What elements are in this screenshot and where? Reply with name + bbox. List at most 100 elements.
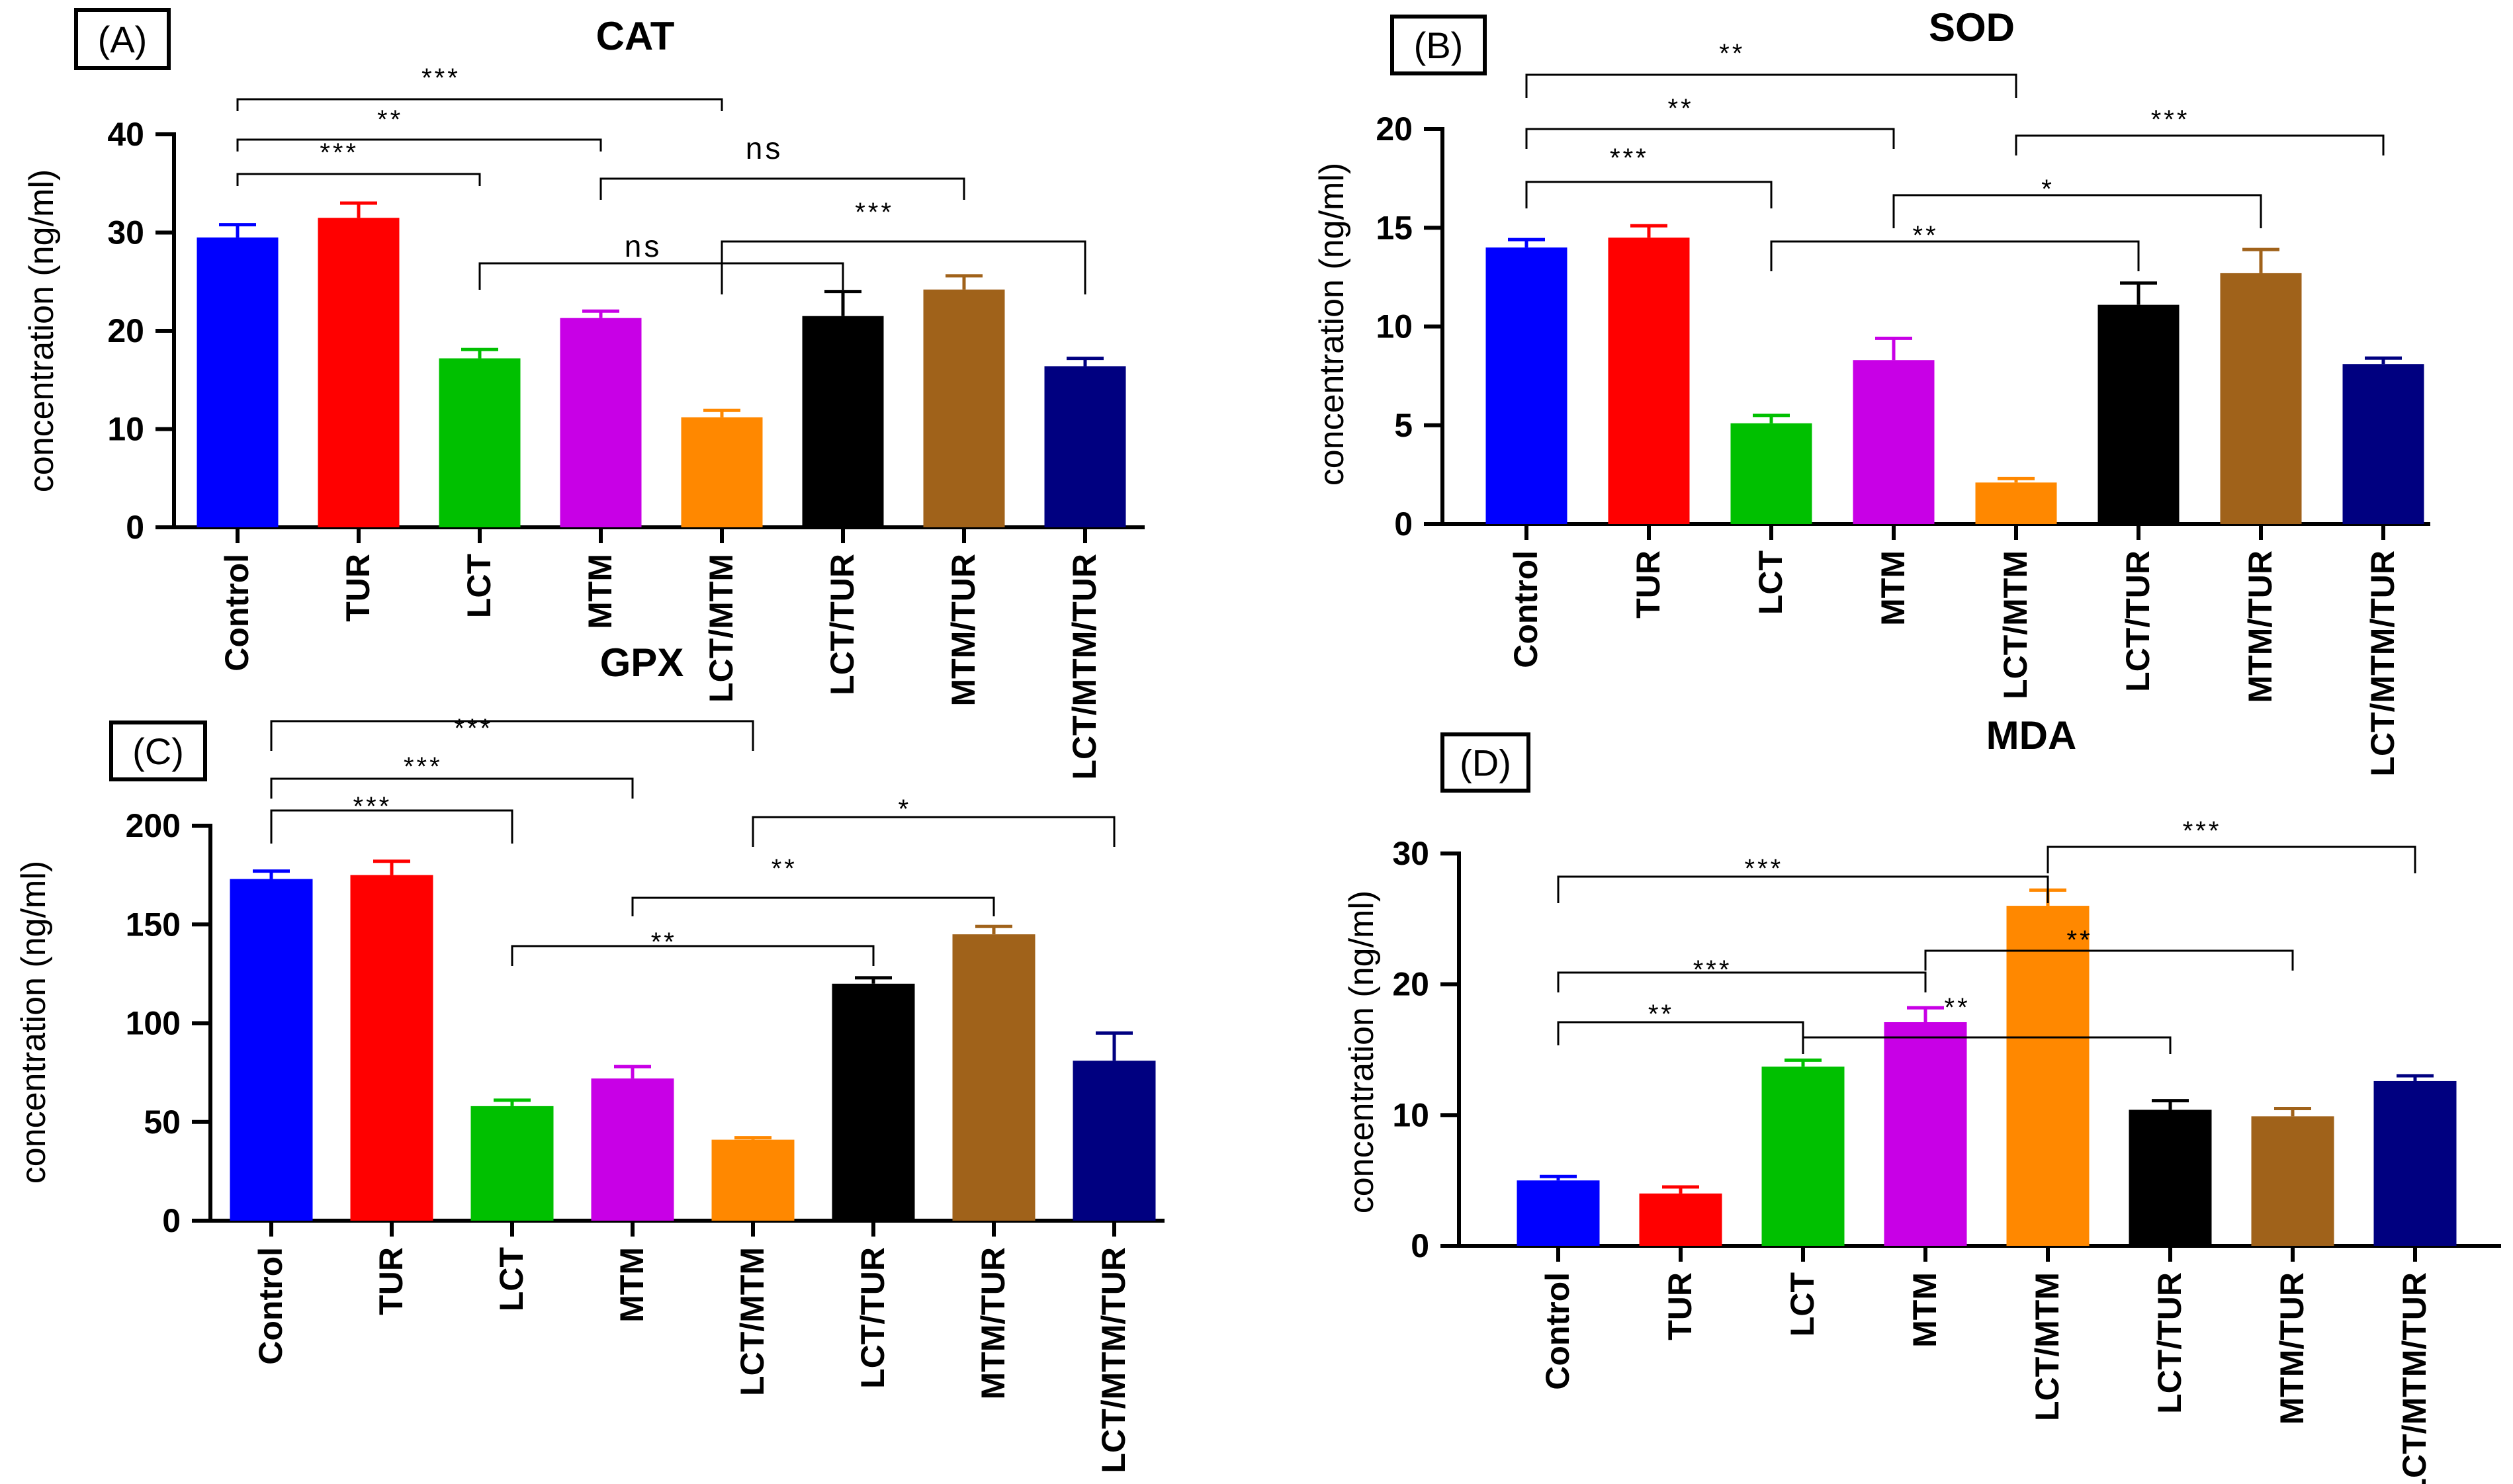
significance-bracket bbox=[1525, 181, 1773, 208]
significance-label: ** bbox=[651, 928, 677, 957]
bar bbox=[802, 316, 884, 527]
significance-label: *** bbox=[2151, 105, 2190, 134]
chart-title: CAT bbox=[596, 14, 675, 58]
bar bbox=[923, 289, 1005, 527]
significance-bracket bbox=[631, 896, 995, 916]
y-tick-label: 10 bbox=[1376, 308, 1413, 345]
bar bbox=[1517, 1180, 1600, 1246]
bar bbox=[1073, 1061, 1156, 1221]
y-tick-label: 10 bbox=[107, 411, 144, 448]
significance-bracket bbox=[2047, 846, 2416, 873]
chart-panel-a: (A) CAT concentration (ng/ml) 0 10 20 30 40 Cont… bbox=[22, 8, 1145, 780]
panel-label-box bbox=[1390, 15, 1487, 75]
x-tick-label: LCT/MTM bbox=[734, 1247, 771, 1396]
bar bbox=[832, 983, 915, 1221]
x-tick-label: MTM/TUR bbox=[945, 554, 982, 707]
significance-label: ns bbox=[746, 131, 783, 165]
x-tick-label: MTM bbox=[1874, 550, 1912, 626]
x-tick-label: TUR bbox=[339, 554, 376, 622]
significance-label: ** bbox=[772, 854, 797, 883]
bar bbox=[2220, 273, 2302, 524]
y-tick-label: 10 bbox=[1392, 1096, 1429, 1133]
x-tick-label: LCT/TUR bbox=[854, 1247, 891, 1389]
bar bbox=[1044, 366, 1126, 527]
significance-bracket bbox=[1924, 949, 2294, 971]
bar bbox=[230, 879, 313, 1221]
significance-label: *** bbox=[454, 714, 493, 743]
x-tick-label: LCT/TUR bbox=[2119, 550, 2156, 692]
chart-title: GPX bbox=[600, 640, 684, 685]
x-tick-label: LCT/MTM/TUR bbox=[2396, 1272, 2433, 1484]
significance-label: ** bbox=[1913, 221, 1939, 250]
y-tick-label: 20 bbox=[1376, 110, 1413, 148]
panel-label: (C) bbox=[132, 730, 184, 772]
bar bbox=[2251, 1116, 2334, 1246]
significance-label: *** bbox=[353, 792, 392, 821]
bar bbox=[2342, 364, 2424, 524]
x-tick-label: TUR bbox=[1630, 550, 1667, 619]
significance-label: ** bbox=[1648, 1000, 1674, 1029]
bar bbox=[681, 417, 763, 527]
bar bbox=[197, 237, 279, 527]
x-tick-label: LCT/MTM/TUR bbox=[1066, 554, 1103, 780]
bar bbox=[560, 318, 642, 527]
bar bbox=[1485, 247, 1567, 524]
panel-label-box bbox=[74, 8, 171, 70]
y-tick-label: 200 bbox=[126, 807, 181, 844]
y-tick-label: 0 bbox=[126, 509, 144, 546]
bar bbox=[1761, 1067, 1845, 1246]
significance-label: *** bbox=[320, 138, 359, 167]
bar bbox=[1608, 238, 1690, 524]
significance-bracket bbox=[236, 98, 723, 111]
x-tick-label: Control bbox=[1539, 1272, 1576, 1390]
bar bbox=[1639, 1193, 1722, 1246]
significance-label: ** bbox=[377, 105, 403, 134]
y-tick-label: 100 bbox=[126, 1005, 181, 1042]
chart-panel-d: (D) MDA concentration (ng/ml) 0 10 20 30 Contro… bbox=[1343, 713, 2501, 1484]
x-tick-label: Control bbox=[218, 554, 255, 672]
x-tick-label: LCT bbox=[1752, 550, 1789, 615]
x-tick-label: LCT/MTM/TUR bbox=[2364, 550, 2401, 777]
significance-label: ** bbox=[1668, 94, 1694, 123]
x-tick-label: LCT/TUR bbox=[824, 554, 861, 695]
bar bbox=[470, 1106, 554, 1221]
significance-label: * bbox=[899, 795, 912, 824]
y-tick-label: 0 bbox=[1411, 1227, 1429, 1264]
significance-label: ** bbox=[2067, 926, 2093, 955]
chart-panel-c: (C) GPX concentration (ng/ml) 0 50 100 150 200 C… bbox=[15, 640, 1165, 1473]
significance-label: * bbox=[2041, 175, 2054, 204]
significance-bracket bbox=[1770, 240, 2140, 271]
chart-panel-b: (B) SOD concentration (ng/ml) 0 5 10 15 20 Contr… bbox=[1313, 5, 2430, 777]
x-tick-label: MTM/TUR bbox=[2242, 550, 2279, 703]
bar bbox=[711, 1139, 795, 1221]
bar bbox=[1975, 482, 2057, 524]
y-tick-label: 20 bbox=[107, 312, 144, 349]
significance-label: *** bbox=[1610, 144, 1649, 173]
significance-bracket bbox=[236, 138, 602, 152]
significance-bracket bbox=[1557, 875, 2049, 903]
x-tick-label: MTM/TUR bbox=[975, 1247, 1012, 1400]
significance-bracket bbox=[1557, 1021, 1804, 1045]
significance-bracket bbox=[752, 816, 1116, 847]
bar bbox=[2006, 906, 2090, 1246]
y-tick-label: 20 bbox=[1392, 966, 1429, 1003]
significance-bracket bbox=[511, 945, 875, 966]
y-tick-label: 50 bbox=[144, 1104, 181, 1141]
x-tick-label: TUR bbox=[1661, 1272, 1698, 1340]
y-tick-label: 0 bbox=[162, 1202, 181, 1239]
y-tick-label: 15 bbox=[1376, 209, 1413, 246]
bar bbox=[952, 934, 1036, 1221]
y-tick-label: 150 bbox=[126, 906, 181, 943]
significance-bracket bbox=[1525, 128, 1895, 149]
x-tick-label: LCT bbox=[493, 1247, 530, 1311]
x-tick-label: LCT/MTM bbox=[2029, 1272, 2066, 1421]
panel-label: (B) bbox=[1414, 24, 1464, 66]
x-tick-label: MTM bbox=[613, 1247, 650, 1323]
y-axis-label: concentration (ng/ml) bbox=[1343, 891, 1381, 1213]
significance-label: ns bbox=[625, 229, 662, 263]
x-tick-label: Control bbox=[252, 1247, 289, 1365]
x-tick-label: MTM bbox=[582, 554, 619, 629]
bar bbox=[1884, 1022, 1967, 1246]
y-axis-label: concentration (ng/ml) bbox=[22, 169, 61, 492]
